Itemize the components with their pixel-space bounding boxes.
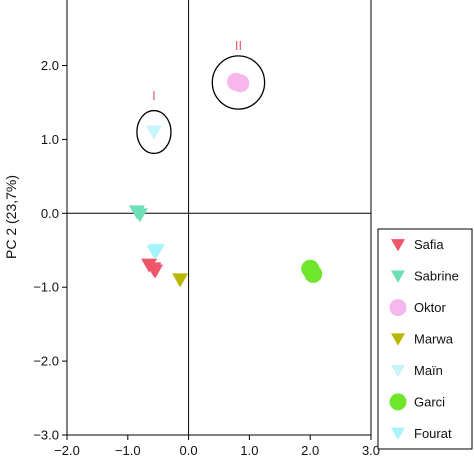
legend: Safia Sabrine Oktor Marwa Maïn Garci Fourat xyxy=(377,228,473,450)
x-tick-label-2: 0.0 xyxy=(180,443,198,458)
point-safia-3 xyxy=(147,264,164,279)
y-tick-label-5: 2.0 xyxy=(41,58,59,73)
point-marwa-1 xyxy=(172,273,189,288)
legend-marker-man xyxy=(391,364,405,378)
point-fourat-2 xyxy=(146,245,163,260)
point-garci-2 xyxy=(304,264,323,283)
point-oktor-2 xyxy=(231,74,250,93)
cluster-ellipse-1 xyxy=(136,109,172,155)
legend-label-marwa: Marwa xyxy=(414,332,454,347)
data-points xyxy=(128,72,323,288)
cluster-label-2: II xyxy=(235,38,242,53)
axes: −3.0−2.0−1.00.01.02.0−2.0 −1.0 0.0 1.0 2.0 3.… xyxy=(33,0,380,458)
legend-marker-fourat xyxy=(391,427,405,440)
x-tick-label-5: 3.0 xyxy=(362,443,380,458)
cluster-label-1: I xyxy=(152,88,156,103)
legend-label-man: Maïn xyxy=(414,363,443,378)
y-tick-label-3: 0.0 xyxy=(41,206,59,221)
legend-marker-marwa xyxy=(391,333,405,346)
point-man-1 xyxy=(145,125,162,140)
cluster-ellipse-2 xyxy=(211,55,266,110)
zero-lines xyxy=(67,0,371,435)
y-tick-label-4: 1.0 xyxy=(41,132,59,147)
point-sabrine-2 xyxy=(131,208,148,223)
x-tick-label-4: 2.0 xyxy=(301,443,319,458)
legend-marker-safia xyxy=(391,239,405,252)
y-tick-label-2: −1.0 xyxy=(33,280,59,295)
y-tick-label-1: −2.0 xyxy=(33,354,59,369)
legend-marker-garci xyxy=(389,393,407,411)
legend-label-sabrine: Sabrine xyxy=(414,269,459,284)
legend-label-safia: Safia xyxy=(414,237,444,252)
legend-box xyxy=(377,228,473,450)
x-tick-label-0: −2.0 xyxy=(54,443,80,458)
cluster-annotations: III xyxy=(136,38,266,155)
y-axis-title: PC 2 (23,7%) xyxy=(3,175,19,259)
legend-label-oktor: Oktor xyxy=(414,300,446,315)
x-tick-label-3: 1.0 xyxy=(240,443,258,458)
x-tick-label-1: −1.0 xyxy=(115,443,141,458)
legend-marker-oktor xyxy=(389,299,407,317)
legend-label-garci: Garci xyxy=(414,394,445,409)
legend-label-fourat: Fourat xyxy=(414,426,452,441)
legend-marker-sabrine xyxy=(391,270,405,283)
y-tick-label-0: −3.0 xyxy=(33,428,59,443)
